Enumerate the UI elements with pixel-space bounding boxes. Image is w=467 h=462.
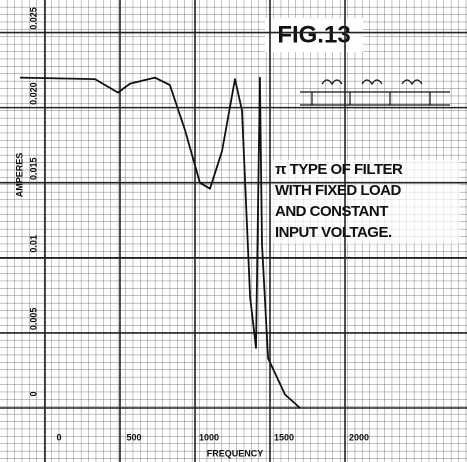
- annotation: AND CONSTANT: [275, 203, 388, 220]
- y-tick-label: 0.020: [28, 82, 38, 105]
- chart-title: FIG.13: [277, 21, 350, 48]
- x-tick-label: 2000: [349, 432, 369, 442]
- x-tick-label: 1500: [274, 432, 294, 442]
- y-axis-label: AMPERES: [14, 153, 24, 198]
- annotation: INPUT VOLTAGE.: [275, 224, 392, 241]
- title-box: [265, 18, 363, 52]
- annotation: π TYPE OF FILTER: [275, 161, 403, 178]
- x-tick-label: 0: [56, 432, 61, 442]
- x-tick-label: 500: [126, 432, 141, 442]
- y-tick-label: 0.015: [28, 157, 38, 180]
- annotation: WITH FIXED LOAD: [275, 182, 401, 199]
- x-tick-label: 1000: [199, 432, 219, 442]
- y-tick-label: 0: [28, 391, 38, 396]
- line: [19, 76, 301, 409]
- y-tick-label: 0.005: [28, 308, 38, 331]
- y-tick-label: 0.01: [28, 235, 38, 253]
- note-box: [268, 160, 460, 244]
- circuit-diagram: [300, 79, 450, 106]
- y-tick-label: 0.025: [28, 7, 38, 30]
- x-axis-label: FREQUENCY: [207, 448, 264, 458]
